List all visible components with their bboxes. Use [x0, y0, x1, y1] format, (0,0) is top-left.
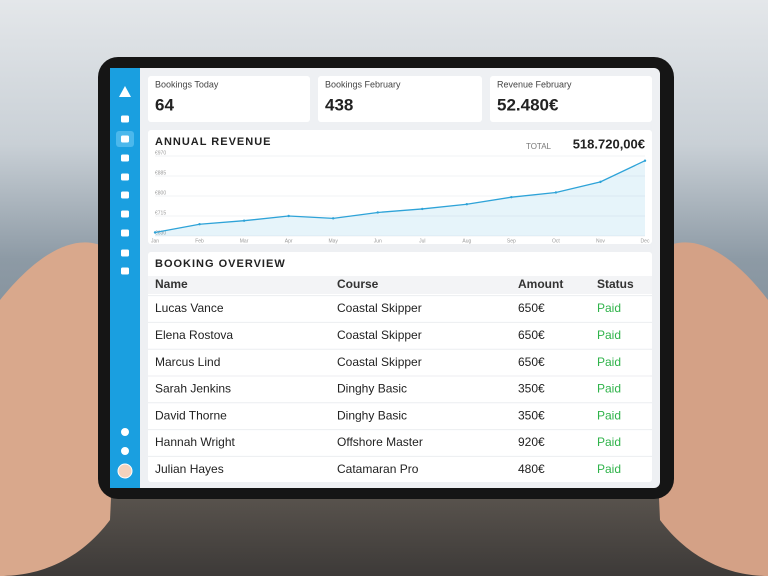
- y-tick-label: €970: [155, 150, 166, 156]
- table-cell: Coastal Skipper: [337, 355, 422, 369]
- area: [155, 160, 645, 236]
- point: [198, 223, 201, 226]
- table-cell: Offshore Master: [337, 435, 423, 449]
- table-cell: Lucas Vance: [155, 301, 224, 315]
- table-cell: Catamaran Pro: [337, 462, 419, 476]
- table-cell: Dinghy Basic: [337, 382, 407, 396]
- point: [242, 219, 246, 222]
- status-cell: Paid: [597, 382, 621, 396]
- table-cell: Dinghy Basic: [337, 408, 407, 422]
- logo: [119, 86, 131, 97]
- table-cell: 650€: [518, 301, 545, 315]
- stat-value: 438: [325, 95, 353, 114]
- status-cell: Paid: [597, 462, 621, 476]
- nav-icon[interactable]: [121, 154, 129, 162]
- nav-icon[interactable]: [121, 428, 129, 436]
- right-hand: [650, 242, 768, 576]
- stat-value: 52.480€: [497, 95, 559, 114]
- nav-icon[interactable]: [121, 115, 129, 123]
- table-card: [148, 252, 652, 482]
- chart-title: ANNUAL REVENUE: [155, 136, 271, 148]
- stat-cards: Bookings Today 64 Bookings February 438 Reve…: [148, 76, 652, 122]
- booking-table: Name Course Amount Status Lucas Vance Coastal…: [148, 277, 652, 476]
- x-tick-label: Nov: [596, 238, 605, 244]
- total-value: 518.720,00€: [573, 136, 645, 151]
- nav-icon[interactable]: [121, 249, 129, 257]
- x-tick-label: Feb: [195, 238, 204, 244]
- x-tick-label: Jun: [374, 238, 382, 244]
- nav-icon[interactable]: [121, 135, 129, 143]
- y-tick-label: €630: [155, 230, 166, 236]
- nav-icon[interactable]: [121, 210, 129, 218]
- total-label: TOTAL: [526, 142, 552, 151]
- table-cell: 650€: [518, 355, 545, 369]
- nav-icon[interactable]: [121, 447, 129, 455]
- table-cell: 920€: [518, 435, 545, 449]
- table-cell: Coastal Skipper: [337, 301, 422, 315]
- stat-label: Bookings Today: [155, 79, 219, 89]
- point: [331, 217, 335, 220]
- nav-icon[interactable]: [121, 229, 129, 237]
- x-tick-label: Mar: [240, 238, 249, 244]
- nav-icon[interactable]: [121, 173, 129, 181]
- point: [287, 214, 290, 218]
- table-cell: Elena Rostova: [155, 328, 233, 342]
- point: [421, 207, 424, 211]
- table-cell: Marcus Lind: [155, 355, 220, 369]
- status-cell: Paid: [597, 435, 621, 449]
- point: [465, 203, 469, 206]
- point: [643, 159, 647, 162]
- chart-card: [148, 130, 652, 244]
- stat-label: Bookings February: [325, 79, 401, 89]
- table-cell: Hannah Wright: [155, 435, 235, 449]
- x-tick-label: May: [328, 238, 338, 244]
- stat-card: [318, 76, 482, 122]
- y-tick-label: €715: [155, 210, 166, 216]
- table-header-bg: [148, 276, 652, 294]
- table-cell: 350€: [518, 408, 545, 422]
- avatar[interactable]: [117, 463, 133, 479]
- x-tick-label: Aug: [462, 238, 471, 244]
- y-tick-label: €800: [155, 190, 166, 196]
- point: [554, 191, 558, 194]
- revenue-chart: €630 €715 €800 €885 €970 Jan Feb Mar Apr May Jun Ju…: [151, 150, 650, 244]
- left-hand: [0, 242, 120, 576]
- stat-label: Revenue February: [497, 79, 572, 89]
- table-cell: 480€: [518, 462, 545, 476]
- table-cell: David Thorne: [155, 408, 227, 422]
- nav-icon[interactable]: [121, 267, 129, 275]
- x-tick-label: Sep: [507, 238, 516, 244]
- point: [510, 195, 513, 199]
- y-tick-label: €885: [155, 170, 166, 176]
- table-cell: Julian Hayes: [155, 462, 224, 476]
- table-cell: 650€: [518, 328, 545, 342]
- x-tick-label: Jan: [151, 238, 159, 244]
- sidebar-icons: [116, 115, 134, 455]
- column-header: Name: [155, 277, 188, 291]
- x-tick-label: Apr: [285, 238, 293, 244]
- status-cell: Paid: [597, 355, 621, 369]
- stat-card: [490, 76, 652, 122]
- x-tick-label: Jul: [419, 238, 425, 244]
- line: [154, 160, 646, 234]
- column-header: Course: [337, 277, 379, 291]
- table-title: BOOKING OVERVIEW: [155, 258, 286, 270]
- table-cell: 350€: [518, 382, 545, 396]
- status-cell: Paid: [597, 328, 621, 342]
- column-header: Status: [597, 277, 634, 291]
- point: [376, 211, 379, 214]
- point: [153, 231, 157, 234]
- table-cell: Sarah Jenkins: [155, 382, 231, 396]
- x-tick-label: Dec: [641, 238, 650, 244]
- point: [599, 180, 602, 184]
- status-cell: Paid: [597, 301, 621, 315]
- column-header: Amount: [518, 277, 563, 291]
- status-cell: Paid: [597, 408, 621, 422]
- stat-card: [148, 76, 310, 122]
- x-tick-label: Oct: [552, 238, 560, 244]
- table-cell: Coastal Skipper: [337, 328, 422, 342]
- stat-value: 64: [155, 95, 174, 114]
- nav-icon[interactable]: [121, 191, 129, 199]
